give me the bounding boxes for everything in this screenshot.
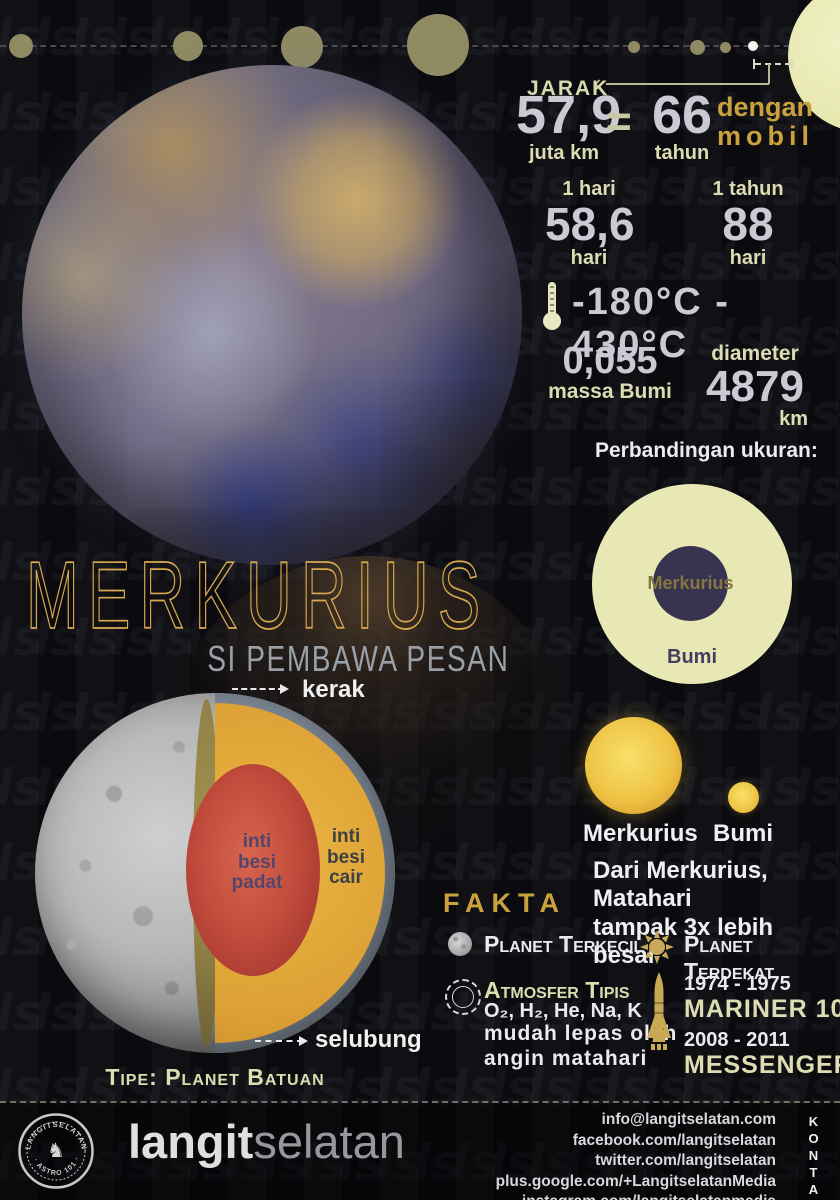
inner-core-label: inti besi padat xyxy=(231,831,283,894)
sun-from-earth-label: Bumi xyxy=(713,820,773,847)
day-label: 1 hari xyxy=(562,178,616,200)
contact-list: info@langitselatan.com facebook.com/lang… xyxy=(496,1110,776,1200)
sun-note-line1: Dari Merkurius, Matahari xyxy=(593,857,768,913)
mercury-size-circle: Merkurius xyxy=(647,546,734,621)
contact-googleplus: plus.google.com/+LangitselatanMedia xyxy=(495,1172,776,1190)
mass-unit: massa Bumi xyxy=(548,380,672,403)
poster-title: MERKURIUS xyxy=(25,542,490,649)
planet-dot-2 xyxy=(173,31,203,61)
centaur-icon: ♞ xyxy=(47,1140,65,1162)
atmosphere-gases: O₂, H₂, He, Na, K xyxy=(484,1000,642,1022)
crust-arrow xyxy=(232,684,289,694)
footer-band xyxy=(0,1103,840,1200)
mercury-cutaway-diagram: inti besi padat inti besi cair xyxy=(35,693,395,1053)
brand-bold: langit xyxy=(128,1115,254,1168)
contact-facebook: facebook.com/langitselatan xyxy=(572,1131,776,1149)
mercury-dot xyxy=(748,41,758,51)
smallest-planet-fact: Planet Terkecil xyxy=(484,931,644,957)
missions-block: 1974 - 1975 MARINER 10 2008 - 2011 MESSE… xyxy=(684,974,840,1086)
atmosphere-fact-title: Atmosfer Tipis xyxy=(484,977,630,1003)
langitselatan-badge: LANGITSELATAN · ASTRO 101 · ♞ xyxy=(18,1113,94,1189)
sun-from-mercury-circle xyxy=(585,717,682,814)
sun-from-earth-circle xyxy=(728,782,759,813)
small-planet-icon xyxy=(448,932,472,956)
kontak-vertical-label: KONTAK xyxy=(806,1114,821,1200)
planet-dot-4 xyxy=(407,14,469,76)
planet-dot-6 xyxy=(690,40,705,55)
sun-from-mercury-label: Merkurius xyxy=(583,820,698,847)
mercury-planet-image xyxy=(22,65,522,565)
temperature-range: -180°C - 430°C xyxy=(572,281,730,366)
planet-dot-1 xyxy=(9,34,33,58)
mariner-years: 1974 - 1975 xyxy=(684,973,791,995)
distance-value-block: 57,9 juta km xyxy=(516,85,622,165)
planet-dot-5 xyxy=(628,41,640,53)
connector-line-vertical xyxy=(768,64,770,84)
connector-arrowhead: ‹ xyxy=(594,70,602,95)
outer-core-label: inti besi cair xyxy=(326,826,366,889)
year-stat: 1 tahun 88 hari xyxy=(704,178,792,270)
brand-wordmark: langitselatan xyxy=(128,1118,405,1165)
brand-light: selatan xyxy=(253,1115,405,1168)
planet-type-label: Tipe: Planet Batuan xyxy=(105,1064,325,1090)
diameter-label: diameter xyxy=(711,342,799,365)
mantle-label: selubung xyxy=(315,1026,422,1053)
diameter-unit: km xyxy=(779,407,808,430)
connector-line-horizontal xyxy=(606,83,769,85)
distance-unit: juta km xyxy=(528,142,600,164)
year-label: 1 tahun xyxy=(712,178,784,200)
size-comparison-title: Perbandingan ukuran: xyxy=(595,439,818,462)
crust-label: kerak xyxy=(302,676,365,703)
closest-planet-fact: Planet Terdekat xyxy=(684,931,775,984)
contact-email: info@langitselatan.com xyxy=(601,1111,776,1128)
car-note-line2: mobil xyxy=(717,121,814,151)
day-value: 58,6 xyxy=(545,198,635,250)
diameter-value: 4879 xyxy=(706,362,804,411)
fakta-heading: FAKTA xyxy=(443,888,566,918)
distance-value: 57,9 xyxy=(516,85,622,145)
diameter-stat: diameter 4879 km xyxy=(698,342,812,431)
rocket-icon xyxy=(647,972,671,1050)
sun-icon xyxy=(640,930,674,964)
contact-twitter: twitter.com/langitselatan xyxy=(595,1152,776,1170)
thermometer-icon xyxy=(543,282,561,330)
car-note-line1: dengan xyxy=(717,92,814,122)
contact-instagram: instagram.com/langitselatanmedia xyxy=(496,1192,776,1200)
day-unit: hari xyxy=(570,247,608,269)
earth-size-label: Bumi xyxy=(667,646,717,668)
mariner-name: MARINER 10 xyxy=(684,995,840,1023)
car-years-unit: tahun xyxy=(654,142,710,164)
equals-sign: = xyxy=(606,97,632,146)
mercury-size-label: Merkurius xyxy=(647,573,734,593)
planet-dot-7 xyxy=(720,42,731,53)
messenger-name: MESSENGER xyxy=(684,1051,840,1079)
sun-note-line2: tampak xyxy=(593,913,684,941)
distance-bracket xyxy=(753,59,793,69)
mass-stat: 0,055 massa Bumi xyxy=(548,342,672,404)
day-stat: 1 hari 58,6 hari xyxy=(545,178,635,270)
year-value: 88 xyxy=(722,198,774,250)
messenger-years: 2008 - 2011 xyxy=(684,1029,790,1051)
cutaway-core xyxy=(186,764,320,976)
poster-subtitle: SI PEMBAWA PESAN xyxy=(206,638,509,679)
planet-dot-3 xyxy=(281,26,323,68)
atmosphere-icon xyxy=(445,979,481,1015)
mass-value: 0,055 xyxy=(562,340,658,382)
jarak-label: JARAK xyxy=(527,77,610,100)
footer-separator xyxy=(0,1101,840,1103)
year-unit: hari xyxy=(729,247,767,269)
car-value-block: 66 tahun xyxy=(648,88,716,165)
mantle-arrow xyxy=(255,1036,308,1046)
car-years-value: 66 xyxy=(651,85,713,145)
